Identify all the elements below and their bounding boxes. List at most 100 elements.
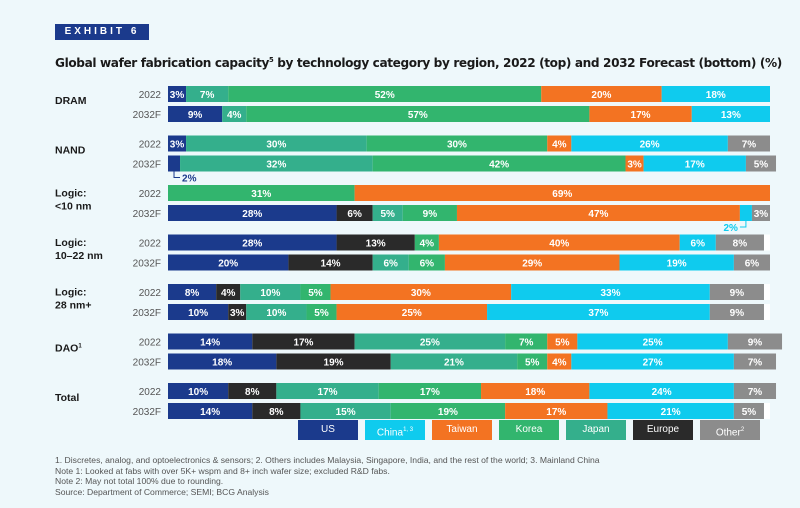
year-label: 2022 bbox=[139, 387, 162, 398]
bar-total-2032f-other bbox=[733, 403, 764, 419]
bar-logic-10-22-nm-2022-korea bbox=[414, 234, 439, 251]
bar-logic-28-nm-2022-korea bbox=[300, 284, 331, 300]
year-label: 2022 bbox=[139, 288, 162, 299]
bar-dao-2022-taiwan bbox=[547, 333, 578, 350]
bar-logic-28-nm-2032f-japan bbox=[246, 304, 307, 320]
data-label-dao-2032f-us: 18% bbox=[212, 358, 232, 369]
legend: US China1, 3 Taiwan Korea Japan Europe Other2 bbox=[298, 420, 760, 440]
year-label: 2022 bbox=[139, 239, 162, 250]
bar-dao-2032f-us bbox=[168, 353, 277, 370]
data-label-logic-10-nm-2032f-taiwan: 47% bbox=[588, 209, 608, 220]
data-label-nand-2032f-korea: 42% bbox=[489, 160, 509, 171]
bar-logic-10-22-nm-2032f-us bbox=[168, 254, 289, 271]
data-label-logic-28-nm-2032f-china: 37% bbox=[588, 308, 608, 319]
bar-logic-10-22-nm-2032f-japan bbox=[372, 254, 409, 271]
bar-nand-2022-us bbox=[168, 135, 187, 152]
data-label-logic-10-22-nm-2022-china: 6% bbox=[691, 239, 706, 250]
bar-logic-28-nm-2032f-korea bbox=[306, 304, 337, 320]
data-label-logic-28-nm-2032f-japan: 10% bbox=[266, 308, 286, 319]
bar-dram-2032f-korea bbox=[246, 106, 590, 122]
footnote-1: 1. Discretes, analog, and optoelectronic… bbox=[55, 455, 600, 465]
data-label-logic-28-nm-2022-japan: 10% bbox=[260, 288, 280, 299]
year-label: 2022 bbox=[139, 189, 162, 200]
data-label-total-2022-japan: 17% bbox=[318, 387, 338, 398]
bar-dram-2022-korea bbox=[228, 86, 542, 102]
data-label-nand-2022-taiwan: 4% bbox=[552, 140, 567, 151]
data-label-logic-10-22-nm-2022-korea: 4% bbox=[420, 239, 435, 250]
year-label: 2032F bbox=[133, 308, 161, 319]
data-label-dram-2032f-taiwan: 17% bbox=[631, 110, 651, 121]
bar-total-2022-china bbox=[589, 383, 734, 399]
bar-logic-10-22-nm-2022-taiwan bbox=[438, 234, 680, 251]
data-label-nand-2022-us: 3% bbox=[170, 140, 185, 151]
exhibit-label: EXHIBIT 6 bbox=[55, 24, 149, 40]
data-label-logic-10-22-nm-2022-taiwan: 40% bbox=[549, 239, 569, 250]
data-label-total-2032f-taiwan: 17% bbox=[546, 407, 566, 418]
data-label-dram-2032f-us: 9% bbox=[188, 110, 203, 121]
data-label-total-2022-europe: 8% bbox=[245, 387, 260, 398]
bar-logic-28-nm-2022-europe bbox=[216, 284, 241, 300]
bar-logic-10-22-nm-2032f-other bbox=[733, 254, 770, 271]
chart-title: Global wafer fabrication capacity5 by te… bbox=[55, 55, 782, 70]
bar-logic-28-nm-2022-japan bbox=[240, 284, 301, 300]
bar-logic-28-nm-2032f-other bbox=[709, 304, 764, 320]
bar-total-2022-europe bbox=[228, 383, 277, 399]
bar-total-2022-japan bbox=[276, 383, 379, 399]
data-label-dao-2022-japan: 25% bbox=[420, 338, 440, 349]
bar-logic-10-22-nm-2032f-china bbox=[619, 254, 734, 271]
bar-dao-2022-china bbox=[577, 333, 728, 350]
bar-total-2032f-japan bbox=[300, 403, 391, 419]
bar-logic-10-22-nm-2022-other bbox=[715, 234, 764, 251]
group-label-nand: NAND bbox=[55, 145, 86, 157]
data-label-logic-10-22-nm-2022-other: 8% bbox=[733, 239, 748, 250]
data-label-total-2022-other: 7% bbox=[748, 387, 763, 398]
bar-logic-10-nm-2032f-europe bbox=[336, 205, 373, 221]
bar-logic-28-nm-2022-taiwan bbox=[330, 284, 512, 300]
bar-logic-28-nm-2022-us bbox=[168, 284, 217, 300]
data-label-dao-2022-china: 25% bbox=[643, 338, 663, 349]
data-label-total-2022-taiwan: 18% bbox=[525, 387, 545, 398]
legend-item-korea: Korea bbox=[499, 420, 559, 440]
chart-title-rest: by technology category by region, 2022 (… bbox=[273, 55, 782, 70]
data-label-logic-10-nm-2022-korea: 31% bbox=[251, 189, 271, 200]
legend-item-japan: Japan bbox=[566, 420, 626, 440]
bar-dao-2032f-taiwan bbox=[547, 353, 572, 370]
data-label-dao-2022-korea: 7% bbox=[519, 338, 534, 349]
bar-dram-2022-taiwan bbox=[541, 86, 662, 102]
data-label-dram-2022-japan: 7% bbox=[200, 90, 215, 101]
data-label-logic-28-nm-2022-us: 8% bbox=[185, 288, 200, 299]
group-label-dao: DAO1 bbox=[55, 343, 82, 355]
group-label-logic-28-nm: Logic: 28 nm+ bbox=[55, 287, 91, 312]
group-label-total: Total bbox=[55, 392, 79, 404]
bar-dram-2022-japan bbox=[186, 86, 229, 102]
data-label-logic-10-22-nm-2022-us: 28% bbox=[242, 239, 262, 250]
bar-logic-28-nm-2022-china bbox=[511, 284, 710, 300]
group-label-dram: DRAM bbox=[55, 95, 87, 107]
bar-nand-2032f-korea bbox=[372, 155, 626, 172]
data-label-logic-10-22-nm-2032f-china: 19% bbox=[667, 259, 687, 270]
bar-total-2022-korea bbox=[378, 383, 482, 399]
data-label-logic-10-22-nm-2032f-other: 6% bbox=[745, 259, 760, 270]
data-label-dram-2022-china: 18% bbox=[706, 90, 726, 101]
data-label-total-2022-china: 24% bbox=[652, 387, 672, 398]
bar-logic-10-22-nm-2022-europe bbox=[336, 234, 415, 251]
bar-dao-2022-us bbox=[168, 333, 253, 350]
year-label: 2032F bbox=[133, 259, 161, 270]
bar-dram-2022-china bbox=[661, 86, 770, 102]
data-label-logic-10-nm-2032f-europe: 6% bbox=[347, 209, 362, 220]
bar-logic-10-22-nm-2032f-europe bbox=[288, 254, 373, 271]
data-label-total-2032f-other: 5% bbox=[742, 407, 757, 418]
data-label-dao-2032f-other: 7% bbox=[748, 358, 763, 369]
data-label-dram-2022-us: 3% bbox=[170, 90, 185, 101]
data-label-nand-2022-japan: 30% bbox=[266, 140, 286, 151]
data-label-nand-2032f-china: 17% bbox=[685, 160, 705, 171]
bar-logic-10-22-nm-2022-china bbox=[679, 234, 716, 251]
bar-nand-2022-china bbox=[571, 135, 728, 152]
bar-logic-10-nm-2022-korea bbox=[168, 185, 355, 201]
bar-logic-28-nm-2032f-us bbox=[168, 304, 229, 320]
data-label-total-2032f-korea: 19% bbox=[438, 407, 458, 418]
bar-nand-2032f-other bbox=[745, 155, 777, 172]
bar-logic-10-22-nm-2032f-taiwan bbox=[444, 254, 620, 271]
data-label-dao-2032f-taiwan: 4% bbox=[552, 358, 567, 369]
data-label-total-2022-korea: 17% bbox=[420, 387, 440, 398]
